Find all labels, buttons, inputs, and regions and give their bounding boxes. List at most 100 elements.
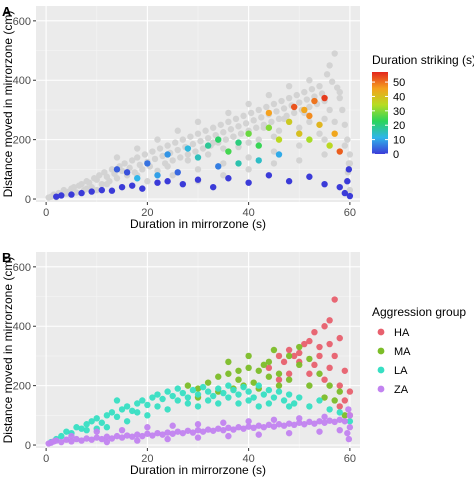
data-point-za (341, 418, 349, 425)
data-point-za (306, 418, 313, 426)
data-point-za (220, 419, 227, 426)
data-point-no-striking (336, 94, 343, 102)
data-point-no-striking (341, 142, 349, 149)
data-point-striking (225, 175, 232, 182)
data-point-la (134, 409, 141, 416)
data-point-ma (255, 367, 262, 374)
data-point-no-striking (275, 115, 283, 123)
data-point-no-striking (341, 121, 349, 128)
data-point-no-striking (311, 93, 318, 100)
data-point-la (265, 400, 273, 407)
data-point-la (265, 386, 273, 394)
data-point-no-striking (189, 140, 197, 148)
colorbar-tick-label: 0 (393, 149, 399, 161)
data-point-ha (326, 364, 333, 372)
data-point-no-striking (103, 180, 111, 188)
data-point-no-striking (255, 136, 262, 143)
data-point-za (58, 438, 65, 446)
data-point-no-striking (237, 130, 245, 137)
data-point-za (316, 428, 323, 435)
x-tick-label: 0 (43, 207, 49, 219)
data-point-za (290, 421, 298, 429)
x-axis-label: Duration in mirrorzone (s) (130, 217, 266, 231)
data-point-la (306, 403, 313, 410)
data-point-striking (144, 160, 151, 167)
data-point-la (113, 413, 121, 421)
data-point-za (73, 435, 80, 443)
data-point-la (154, 391, 161, 398)
data-point-la (235, 400, 242, 407)
data-point-za (128, 433, 136, 440)
data-point-za (108, 435, 116, 442)
data-point-za (209, 427, 217, 434)
data-point-ha (331, 352, 338, 360)
data-point-la (225, 382, 232, 389)
data-point-striking (316, 121, 323, 128)
data-point-za (245, 418, 252, 425)
data-point-ma (275, 370, 283, 377)
data-point-no-striking (73, 189, 80, 196)
data-point-no-striking (245, 166, 252, 173)
data-point-striking (134, 175, 141, 182)
data-point-la (83, 421, 90, 428)
data-point-ha (326, 317, 333, 324)
data-point-striking (154, 172, 161, 179)
data-point-striking (215, 136, 222, 143)
data-point-ha (301, 340, 308, 348)
x-tick-label: 40 (243, 453, 255, 465)
data-point-striking (235, 139, 242, 146)
data-point-no-striking (290, 109, 298, 117)
data-point-no-striking (70, 183, 78, 191)
data-point-no-striking (336, 88, 343, 96)
legend-title: Aggression group (372, 305, 466, 319)
data-point-la (154, 403, 161, 410)
data-point-no-striking (220, 129, 227, 136)
data-point-za (270, 423, 278, 430)
data-point-za (144, 424, 151, 431)
data-point-striking (255, 142, 262, 149)
data-point-no-striking (149, 148, 156, 155)
data-point-ha (265, 364, 273, 372)
data-point-no-striking (232, 115, 240, 123)
data-point-no-striking (285, 82, 293, 90)
data-point-no-striking (197, 137, 204, 145)
data-point-ma (204, 379, 212, 386)
data-point-striking (321, 180, 328, 188)
data-point-ha (336, 382, 343, 389)
data-point-la (174, 397, 181, 404)
data-point-striking (331, 130, 338, 137)
x-tick-label: 20 (141, 207, 153, 219)
data-point-no-striking (268, 118, 275, 126)
data-point-ma (321, 394, 328, 401)
data-point-no-striking (270, 160, 278, 167)
data-point-za (220, 426, 227, 434)
data-point-no-striking (187, 133, 194, 140)
data-point-no-striking (270, 148, 278, 155)
data-point-za (240, 425, 247, 432)
data-point-striking (215, 163, 222, 170)
data-point-no-striking (296, 124, 303, 131)
data-point-la (225, 394, 232, 401)
data-point-za (275, 421, 283, 428)
data-point-no-striking (209, 139, 217, 146)
data-point-ma (306, 382, 313, 389)
data-point-za (345, 435, 353, 443)
data-point-striking (326, 142, 333, 149)
data-point-la (179, 389, 187, 397)
data-point-la (103, 424, 111, 431)
data-point-ha (336, 334, 343, 342)
data-point-no-striking (83, 185, 90, 192)
data-point-no-striking (141, 151, 149, 158)
data-point-ha (275, 376, 283, 383)
data-point-striking (225, 148, 232, 155)
data-point-no-striking (154, 136, 161, 143)
data-point-za (215, 425, 222, 432)
data-point-la (296, 394, 303, 401)
data-point-striking (336, 183, 343, 191)
data-point-za (225, 432, 232, 440)
data-point-no-striking (275, 127, 283, 134)
data-point-ha (285, 370, 293, 377)
data-point-no-striking (326, 106, 333, 114)
data-point-striking (194, 176, 202, 183)
